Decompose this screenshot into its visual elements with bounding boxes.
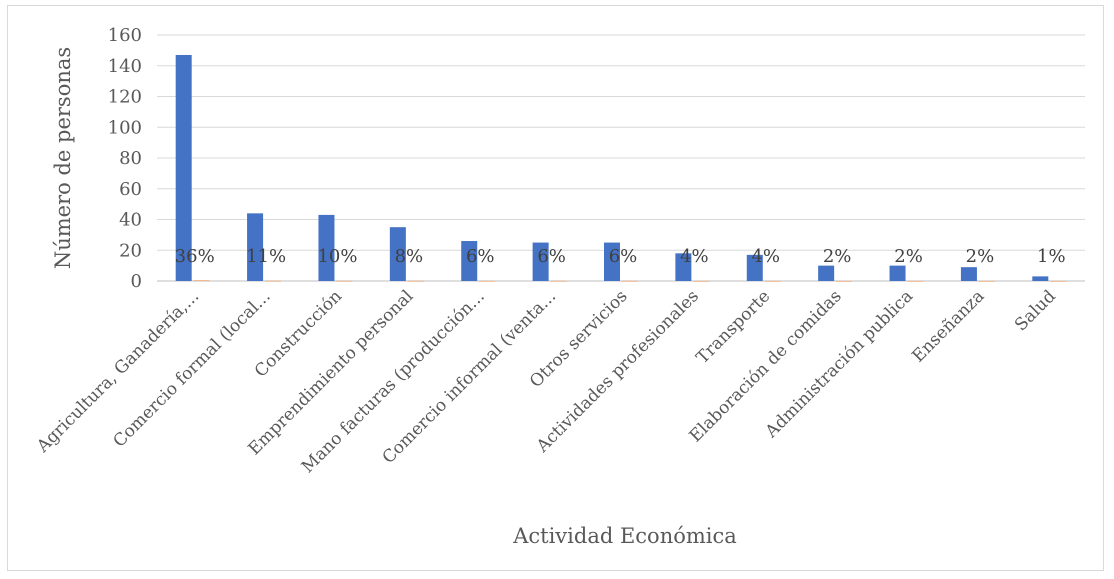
- bar: [960, 267, 977, 281]
- bar: [818, 265, 835, 281]
- y-tick-label: 40: [119, 210, 142, 231]
- bar: [318, 214, 335, 281]
- x-axis-title: Actividad Económica: [512, 524, 737, 548]
- bar: [889, 265, 906, 281]
- bar: [532, 242, 549, 281]
- bars: [175, 54, 1067, 282]
- y-tick-label: 60: [119, 179, 142, 200]
- data-label: 6%: [466, 246, 495, 267]
- x-category-label: Enseñanza: [908, 286, 988, 366]
- bar-secondary: [265, 280, 282, 282]
- bar: [461, 241, 478, 281]
- data-label: 36%: [175, 246, 215, 267]
- y-tick-label: 140: [108, 56, 142, 77]
- bar-secondary: [978, 280, 995, 282]
- bar-secondary: [479, 280, 496, 282]
- bar-secondary: [193, 280, 210, 281]
- x-category-label: Administración publica: [761, 286, 917, 442]
- y-axis-title: Número de personas: [51, 47, 75, 269]
- bar-secondary: [693, 280, 710, 282]
- bar-secondary: [836, 280, 853, 282]
- data-label: 6%: [537, 246, 566, 267]
- data-label: 2%: [823, 246, 852, 267]
- y-axis-tick-labels: 0 20 40 60 80 100 120 140 160: [108, 25, 142, 292]
- x-category-label: Salud: [1011, 286, 1060, 335]
- y-tick-label: 160: [108, 25, 142, 46]
- data-label: 8%: [395, 246, 424, 267]
- y-tick-label: 0: [131, 271, 142, 292]
- bar: [175, 54, 192, 281]
- y-tick-label: 20: [119, 240, 142, 261]
- y-tick-label: 120: [108, 87, 142, 108]
- y-tick-label: 100: [108, 117, 142, 138]
- bar-secondary: [764, 280, 781, 282]
- bar-secondary: [1050, 280, 1067, 282]
- data-label: 4%: [680, 246, 709, 267]
- data-label: 4%: [751, 246, 780, 267]
- y-tick-label: 80: [119, 148, 142, 169]
- data-label: 6%: [609, 246, 638, 267]
- bar-secondary: [407, 280, 424, 282]
- bar-secondary: [622, 280, 638, 282]
- bar: [604, 242, 620, 281]
- data-label: 1%: [1037, 246, 1066, 267]
- data-labels: 36% 11% 10% 8% 6% 6% 6% 4% 4% 2% 2% 2% 1%: [175, 246, 1066, 267]
- bar: [1032, 276, 1049, 281]
- gridlines: [157, 34, 1085, 282]
- data-label: 2%: [966, 246, 995, 267]
- bar-secondary: [550, 280, 567, 282]
- data-label: 11%: [246, 246, 286, 267]
- x-axis-category-labels: Agricultura, Ganadería,...Comercio forma…: [32, 286, 1059, 477]
- data-label: 2%: [894, 246, 923, 267]
- data-label: 10%: [317, 246, 357, 267]
- bar: [247, 213, 264, 281]
- bar-secondary: [336, 280, 353, 282]
- bar-secondary: [907, 280, 924, 282]
- bar: [389, 227, 406, 281]
- bar: [746, 254, 763, 281]
- bar: [675, 253, 692, 281]
